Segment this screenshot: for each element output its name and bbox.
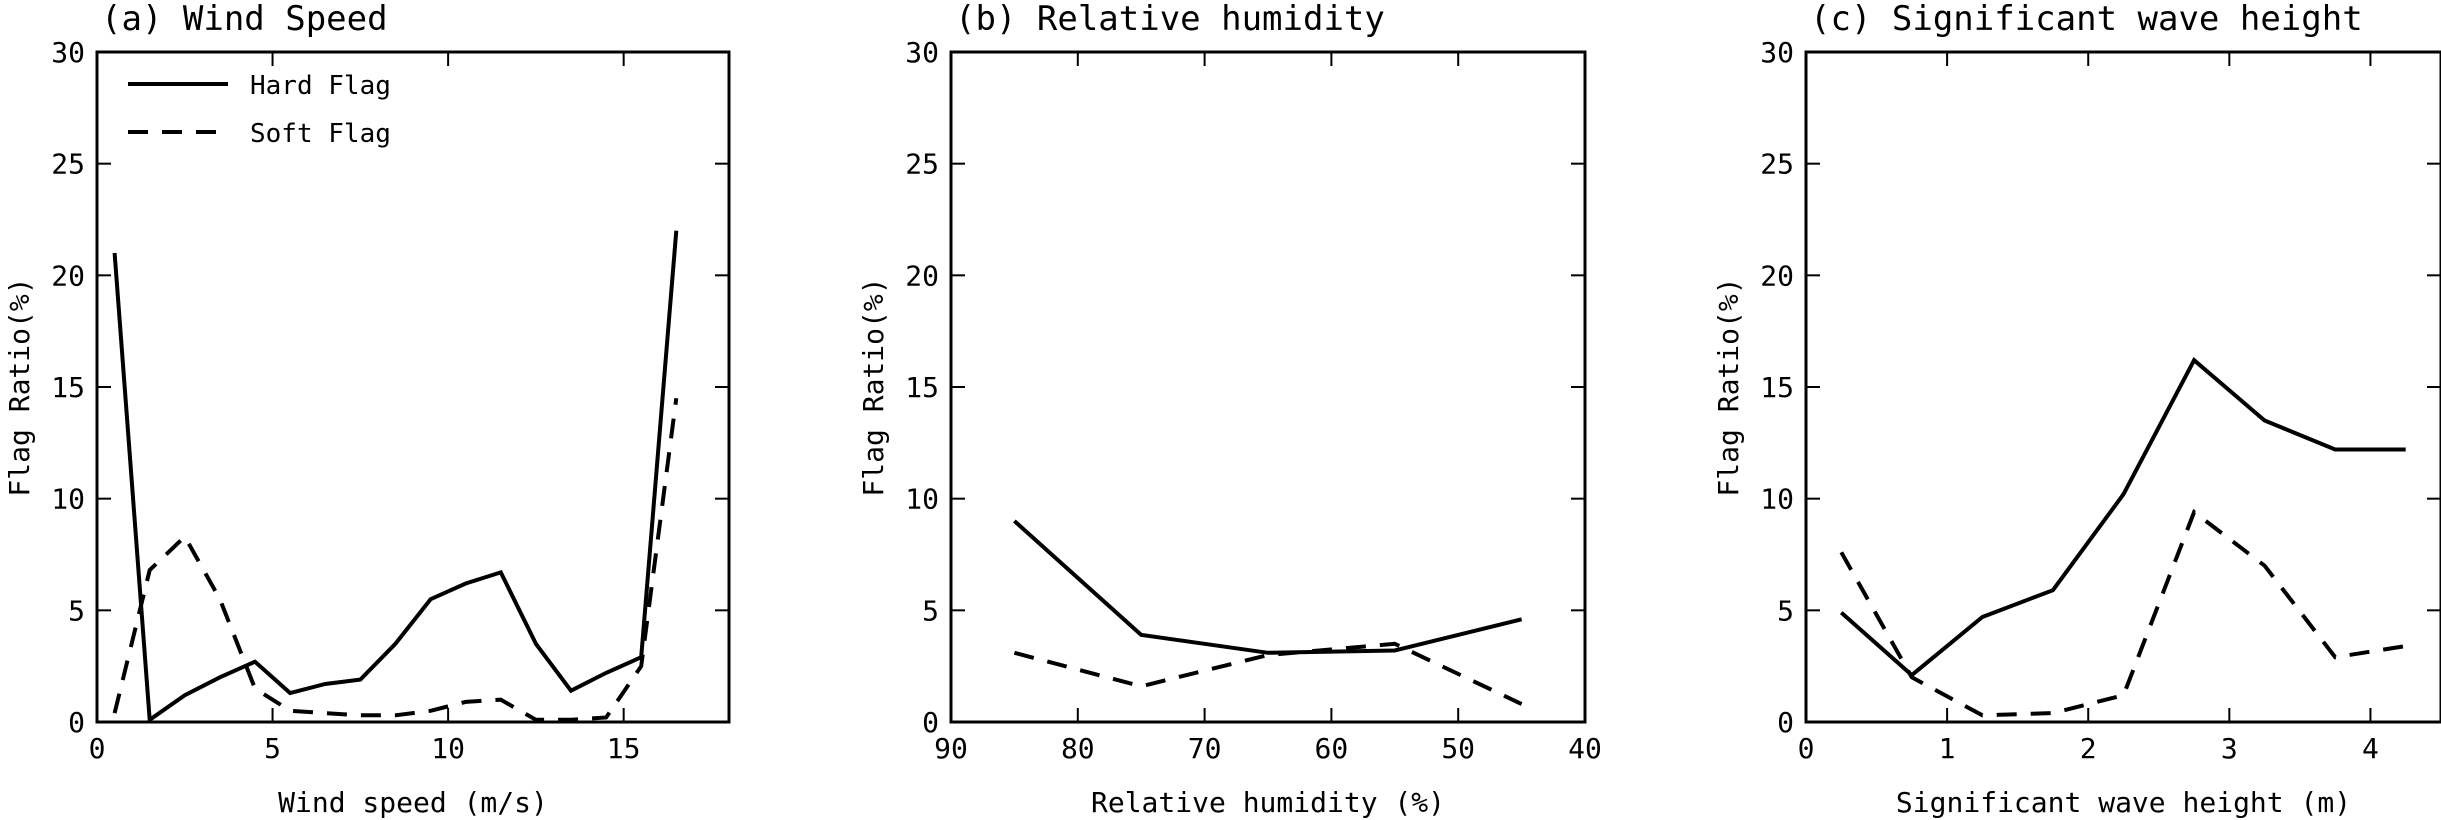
y-tick-label: 10	[51, 483, 85, 516]
chart-panel-2: 0 5 10 15 20 25 30 90 80 70 60 50 40 (b) Relative hum…	[857, 0, 1602, 819]
series-line-hard-flag	[112, 230, 679, 724]
x-axis-label: Relative humidity (%)	[1091, 786, 1445, 819]
y-tick-label: 5	[1777, 594, 1794, 627]
y-tick-label: 5	[68, 594, 85, 627]
legend-label: Hard Flag	[250, 71, 391, 101]
x-tick-label: 80	[1061, 732, 1095, 765]
y-tick-label: 0	[68, 706, 85, 739]
x-tick-label: 10	[431, 732, 465, 765]
x-tick-label: 0	[89, 732, 106, 765]
series-line-soft-flag	[112, 397, 679, 722]
y-tick-label: 15	[1760, 371, 1794, 404]
x-tick-label: 5	[264, 732, 281, 765]
y-tick-label: 15	[905, 371, 939, 404]
x-tick-label: 4	[2362, 732, 2379, 765]
y-tick-label: 20	[51, 259, 85, 292]
x-tick-label: 15	[607, 732, 641, 765]
plot-frame	[949, 50, 1587, 724]
y-tick-label: 0	[1777, 706, 1794, 739]
x-tick-label: 50	[1441, 732, 1475, 765]
chart-panel-1: 0 5 10 15 20 25 30 0 5 10 15 (a) Wind Speed Wind spe…	[3, 0, 731, 819]
plot-frame	[1804, 50, 2441, 724]
y-tick-label: 20	[1760, 259, 1794, 292]
x-tick-label: 90	[934, 732, 968, 765]
y-tick-label: 5	[922, 594, 939, 627]
x-tick-label: 70	[1188, 732, 1222, 765]
series-line-hard-flag	[1013, 519, 1523, 655]
x-tick-label: 2	[2080, 732, 2097, 765]
series-line-soft-flag	[1013, 641, 1523, 706]
chart-panel-3: 0 5 10 15 20 25 30 0 1 2 3 4 (c) Significant wave he…	[1712, 0, 2441, 819]
y-axis-label: Flag Ratio(%)	[1712, 277, 1745, 496]
y-tick-label: 25	[1760, 148, 1794, 181]
x-tick-label: 3	[2221, 732, 2238, 765]
y-tick-label: 20	[905, 259, 939, 292]
y-tick-label: 15	[51, 371, 85, 404]
series-line-hard-flag	[1839, 357, 2406, 678]
series-line-soft-flag	[1839, 508, 2407, 718]
y-tick-label: 0	[922, 706, 939, 739]
y-tick-label: 30	[1760, 36, 1794, 69]
y-tick-label: 30	[51, 36, 85, 69]
x-tick-label: 0	[1798, 732, 1815, 765]
x-axis-label: Significant wave height (m)	[1896, 786, 2351, 819]
x-tick-label: 40	[1568, 732, 1602, 765]
x-tick-label: 60	[1315, 732, 1349, 765]
legend: Hard Flag Soft Flag	[128, 71, 391, 149]
y-tick-label: 25	[905, 148, 939, 181]
y-tick-label: 30	[905, 36, 939, 69]
legend-label: Soft Flag	[250, 119, 391, 149]
y-axis-label: Flag Ratio(%)	[3, 277, 36, 496]
x-tick-label: 1	[1939, 732, 1956, 765]
panel-title: (a) Wind Speed	[101, 0, 388, 39]
y-axis-label: Flag Ratio(%)	[857, 277, 890, 496]
y-tick-label: 10	[905, 483, 939, 516]
panel-title: (b) Relative humidity	[955, 0, 1385, 39]
x-axis-label: Wind speed (m/s)	[278, 786, 548, 819]
y-tick-label: 10	[1760, 483, 1794, 516]
panel-title: (c) Significant wave height	[1810, 0, 2363, 39]
y-tick-label: 25	[51, 148, 85, 181]
